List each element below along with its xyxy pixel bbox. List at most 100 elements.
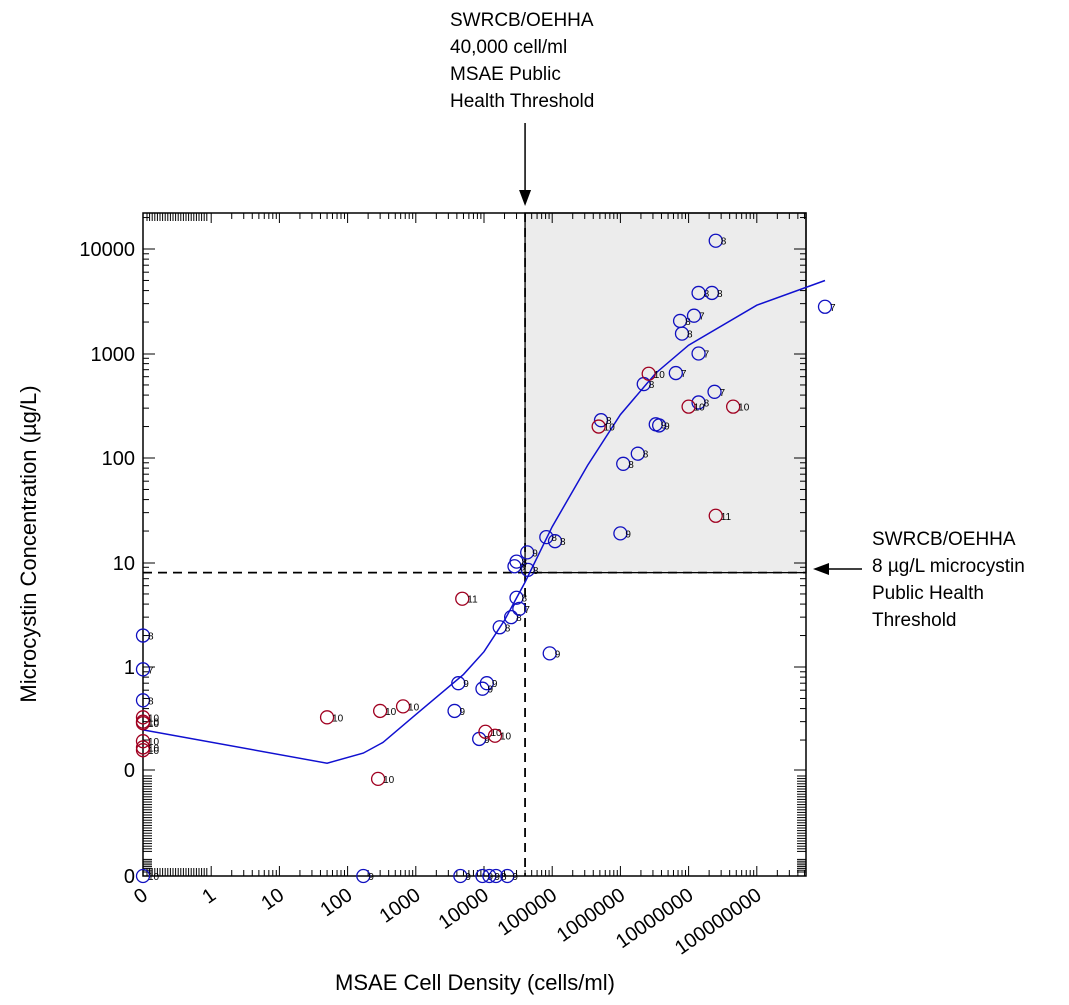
data-point [613, 526, 628, 541]
data-point-label: 7 [148, 665, 154, 676]
data-point-label: 9 [625, 529, 631, 540]
data-point-label: 10 [332, 713, 344, 724]
text-layer: 0 1 10 100 1000 10000 100000100000010000000100… [16, 10, 1025, 995]
data-point-label: 10 [148, 713, 160, 724]
data-point [520, 545, 535, 560]
data-point-label: 9 [494, 872, 500, 883]
x-tick-label: 100 [317, 884, 357, 921]
plot-frame [142, 212, 807, 877]
data-point-label: 7 [524, 605, 530, 616]
data-point-label: 8 [628, 460, 634, 471]
data-point [451, 676, 466, 691]
fit-line [142, 279, 826, 764]
data-point-label: 10 [148, 872, 160, 883]
data-point [708, 508, 723, 523]
data-point [135, 662, 151, 677]
data-point [319, 710, 335, 725]
y-threshold-annotation-line: Threshold [872, 610, 957, 631]
data-point-label: 9 [512, 872, 518, 883]
x-tick-label: 10 [257, 884, 288, 915]
data-point [395, 699, 411, 714]
data-point-label: 9 [661, 420, 667, 431]
data-point [487, 728, 503, 743]
data-point-label: 8 [687, 330, 693, 341]
data-point [478, 724, 493, 739]
y-threshold-annotation-line: 8 µg/L microcystin [872, 556, 1025, 577]
data-point [135, 710, 151, 725]
axes-layer [142, 212, 807, 877]
x-threshold-annotation-line: Health Threshold [450, 91, 594, 112]
data-point [641, 366, 656, 381]
data-point-label: 9 [368, 872, 374, 883]
data-point [593, 413, 609, 428]
data-point [455, 591, 470, 606]
threshold-shaded-region-layer [524, 212, 807, 574]
data-point-label: 8 [522, 594, 528, 605]
data-point-label: 7 [699, 312, 705, 323]
data-point-label: 8 [643, 450, 649, 461]
data-point [652, 418, 667, 433]
data-point-label: 10 [148, 737, 160, 748]
data-point [135, 868, 151, 884]
data-point [691, 346, 706, 361]
data-point [135, 716, 151, 731]
data-point [453, 868, 468, 884]
data-point [591, 419, 606, 434]
data-point-label: 8 [148, 632, 154, 643]
data-point-label: 7 [704, 350, 710, 361]
y-tick-label: 10000 [79, 239, 135, 261]
data-point-label: 8 [519, 562, 525, 573]
data-point [135, 734, 151, 749]
data-point-label: 8 [704, 398, 710, 409]
data-point-label: 8 [704, 289, 710, 300]
x-threshold-annotation-line: SWRCB/OEHHA [450, 10, 594, 31]
data-point [681, 399, 696, 414]
data-point-label: 11 [467, 595, 478, 606]
data-point-label: 7 [830, 303, 836, 314]
data-point-label: 7 [681, 369, 687, 380]
y-tick-label: 10 [113, 553, 135, 575]
data-point [817, 299, 833, 314]
x-threshold-annotation-line: MSAE Public [450, 64, 561, 85]
data-point-label: 8 [721, 237, 727, 248]
x-threshold-arrowhead [519, 190, 532, 206]
data-point-label: 8 [148, 696, 154, 707]
y-axis-title: Microcystin Concentration (µg/L) [16, 385, 41, 702]
x-threshold-annotation-line: 40,000 cell/ml [450, 37, 567, 58]
data-point-label: 10 [500, 732, 512, 743]
data-point [725, 399, 741, 414]
data-point [503, 609, 519, 625]
data-point [630, 446, 645, 461]
data-point-label: 10 [654, 370, 666, 381]
data-point-label: 10 [408, 702, 420, 713]
data-point [447, 703, 462, 719]
data-point [370, 771, 386, 787]
x-tick-label: 1 [198, 884, 220, 908]
data-point [488, 868, 504, 884]
x-tick-label: 10000 [435, 884, 493, 934]
data-point-label: 9 [487, 685, 493, 696]
data-point-label: 10 [383, 775, 395, 786]
data-point-label: 10 [148, 746, 160, 757]
data-point-label: 9 [463, 679, 469, 690]
data-point-label: 7 [720, 388, 726, 399]
data-point [512, 601, 527, 617]
data-point [686, 308, 702, 323]
x-axis-title: MSAE Cell Density (cells/ml) [335, 970, 615, 995]
data-point [708, 233, 723, 248]
data-point-label: 9 [460, 707, 466, 718]
data-point-label: 8 [501, 872, 507, 883]
y-tick-label: 0 [124, 760, 135, 782]
data-point-label: 8 [606, 416, 612, 427]
data-point-label: 9 [664, 421, 670, 432]
data-point-label: 10 [694, 403, 706, 414]
data-point [542, 646, 557, 661]
data-point-label: 10 [148, 743, 160, 754]
data-point-label: 8 [505, 623, 511, 634]
y-tick-label: 100 [102, 448, 135, 470]
y-tick-label: 1 [124, 657, 135, 679]
data-point [509, 554, 524, 569]
fit-line-layer [142, 279, 826, 764]
data-point [372, 703, 388, 719]
